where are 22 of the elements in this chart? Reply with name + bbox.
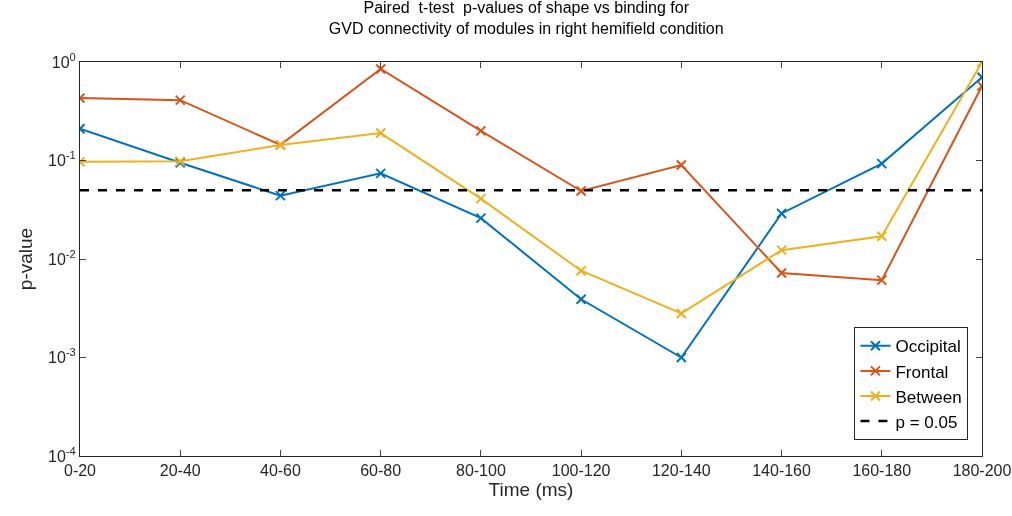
x-tick-label: 120-140 [651,462,711,480]
x-tick-label: 180-200 [952,462,1012,480]
y-tick-label: 10$^{-3}$ [48,346,76,367]
legend-label: p = 0.05 [895,412,958,432]
x-tick-label: 160-180 [852,462,912,480]
legend-label: Frontal [895,362,949,382]
chart-title: Paired t-test p-values of shape vs binding for GVD connectivity of modules in right hemifield condition [328,0,724,37]
x-tick-label: 60-80 [360,462,402,480]
x-tick-label: 0-20 [63,462,97,480]
y-axis-title: p-value [15,227,36,291]
x-tick-label: 100-120 [551,462,611,480]
y-tick-label: 10$^{-4}$ [48,444,76,465]
legend-label: Between [895,387,962,407]
x-tick-label: 80-100 [455,462,506,480]
x-tick-label: 40-60 [259,462,301,480]
legend-label: Occipital [895,337,961,357]
y-tick-label: 10$^{-1}$ [48,149,76,170]
y-tick-label: 10$^{0}$ [51,50,76,71]
x-tick-label: 20-40 [159,462,201,480]
y-tick-label: 10$^{-2}$ [48,247,76,268]
x-tick-label: 140-160 [752,462,812,480]
x-axis-title: Time (ms) [488,479,574,501]
